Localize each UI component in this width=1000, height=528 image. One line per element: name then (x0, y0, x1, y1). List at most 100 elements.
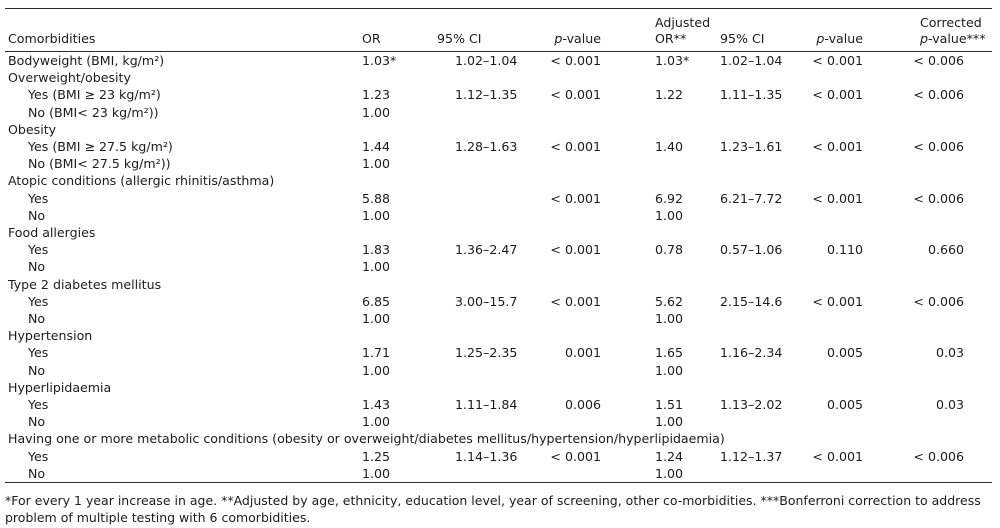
cell-comorbidity-label: Having one or more metabolic conditions … (8, 431, 725, 447)
corrected-line2: p-value*** (920, 31, 992, 47)
cell-corrected-pvalue: < 0.006 (913, 139, 964, 155)
cell-pvalue-1: < 0.001 (550, 448, 601, 464)
pvalue-italic-p: p (920, 30, 928, 46)
cell-pvalue-2: < 0.001 (812, 53, 863, 68)
cell-corrected-pvalue (865, 207, 992, 224)
cell-corrected-pvalue: 0.03 (935, 397, 964, 413)
cell-ci-2 (718, 172, 805, 189)
cell-pvalue-1 (515, 224, 603, 241)
cell-ci-2 (718, 155, 805, 172)
cell-ci-2 (718, 207, 805, 224)
cell-corrected-pvalue: 0.660 (927, 242, 964, 258)
cell-adjusted-or (603, 155, 718, 172)
pvalue-rest: -value (824, 30, 863, 46)
cell-or (358, 276, 435, 293)
cell-ci-2 (718, 258, 805, 275)
cell-comorbidity-label: No (BMI< 23 kg/m²)) (28, 104, 159, 120)
cell-adjusted-or: 1.51 (655, 397, 684, 413)
table-row: Bodyweight (BMI, kg/m²) 1.03* 1.02–1.04 … (5, 52, 992, 70)
cell-or: 1.00 (362, 311, 391, 327)
cell-corrected-pvalue (865, 104, 992, 121)
cell-pvalue-1 (515, 104, 603, 121)
cell-pvalue-1: < 0.001 (550, 242, 601, 258)
table-row: No (BMI< 27.5 kg/m²)) 1.00 (5, 155, 992, 172)
table-header: Comorbidities OR 95% CI p-value Adjusted… (5, 8, 992, 52)
cell-or: 1.83 (362, 242, 391, 258)
cell-pvalue-1: < 0.001 (550, 53, 601, 68)
cell-adjusted-or: 1.65 (655, 345, 684, 361)
cell-pvalue-2 (805, 276, 865, 293)
cell-ci-2: 1.16–2.34 (720, 345, 783, 361)
cell-corrected-pvalue (865, 327, 992, 344)
cell-ci-1 (435, 207, 515, 224)
cell-comorbidity-label: Hypertension (8, 328, 93, 344)
col-header-pvalue-1: p-value (515, 8, 603, 52)
cell-pvalue-1: < 0.001 (550, 293, 601, 309)
cell-ci-2: 1.02–1.04 (720, 53, 783, 68)
cell-or (358, 121, 435, 138)
cell-comorbidity-label: No (28, 465, 46, 481)
cell-pvalue-1 (515, 69, 603, 86)
cell-or (358, 327, 435, 344)
col-header-ci-1: 95% CI (435, 8, 515, 52)
table-row: Type 2 diabetes mellitus (5, 276, 992, 293)
cell-corrected-pvalue (865, 362, 992, 379)
cell-comorbidity-label: Food allergies (8, 225, 96, 241)
table-row: Food allergies (5, 224, 992, 241)
col-header-ci-2: 95% CI (718, 8, 805, 52)
cell-pvalue-2: < 0.001 (812, 448, 863, 464)
cell-or (358, 379, 435, 396)
cell-ci-1 (435, 258, 515, 275)
cell-corrected-pvalue (865, 224, 992, 241)
comorbidities-table-container: Comorbidities OR 95% CI p-value Adjusted… (5, 8, 1000, 484)
cell-pvalue-2 (805, 258, 865, 275)
cell-adjusted-or: 6.92 (655, 190, 684, 206)
cell-pvalue-1: < 0.001 (550, 139, 601, 155)
cell-pvalue-2 (805, 207, 865, 224)
cell-or: 1.00 (362, 414, 391, 430)
cell-comorbidity-label: Yes (28, 190, 49, 206)
cell-ci-2 (718, 69, 805, 86)
cell-pvalue-2 (805, 413, 865, 430)
pvalue-rest: -value (562, 30, 601, 46)
cell-pvalue-2 (805, 172, 865, 189)
cell-comorbidity-label: No (28, 362, 46, 378)
cell-adjusted-or: 1.00 (655, 207, 684, 223)
cell-ci-1 (435, 413, 515, 430)
cell-ci-2 (718, 327, 805, 344)
col-header-pvalue-2: p-value (805, 8, 865, 52)
cell-comorbidity-label: Yes (BMI ≥ 23 kg/m²) (28, 87, 161, 103)
cell-comorbidity-label: Yes (28, 345, 49, 361)
cell-adjusted-or (603, 258, 718, 275)
cell-ci-2 (718, 430, 805, 447)
adjusted-or-line2: OR** (655, 30, 687, 46)
cell-comorbidity-label: No (28, 311, 46, 327)
cell-or: 6.85 (362, 293, 391, 309)
table-body: Bodyweight (BMI, kg/m²) 1.03* 1.02–1.04 … (5, 52, 992, 483)
cell-ci-1: 1.25–2.35 (455, 345, 518, 361)
cell-ci-2: 2.15–14.6 (720, 293, 783, 309)
table-row: No 1.00 1.00 (5, 310, 992, 327)
cell-ci-1 (435, 190, 515, 207)
cell-adjusted-or (603, 276, 718, 293)
cell-comorbidity-label: No (28, 207, 46, 223)
cell-ci-2 (718, 362, 805, 379)
adjusted-or-line1: Adjusted (655, 15, 711, 30)
cell-ci-1: 1.12–1.35 (455, 87, 518, 103)
cell-pvalue-1: < 0.001 (550, 190, 601, 206)
cell-pvalue-2: 0.110 (826, 242, 863, 258)
cell-pvalue-1 (515, 207, 603, 224)
table-row: Yes 1.71 1.25–2.35 0.001 1.65 1.16–2.34 … (5, 344, 992, 361)
col-header-or: OR (358, 8, 435, 52)
table-row: Atopic conditions (allergic rhinitis/ast… (5, 172, 992, 189)
col-header-adjusted-or: Adjusted OR** (603, 8, 718, 52)
cell-ci-1: 3.00–15.7 (455, 293, 518, 309)
cell-or: 1.25 (362, 448, 391, 464)
cell-ci-1 (435, 310, 515, 327)
cell-adjusted-or: 1.24 (655, 448, 684, 464)
cell-ci-2: 1.23–1.61 (720, 139, 783, 155)
cell-ci-2: 1.11–1.35 (720, 87, 783, 103)
cell-pvalue-1 (515, 465, 603, 483)
cell-comorbidity-label: Yes (28, 448, 49, 464)
table-row: Yes 1.83 1.36–2.47 < 0.001 0.78 0.57–1.0… (5, 241, 992, 258)
